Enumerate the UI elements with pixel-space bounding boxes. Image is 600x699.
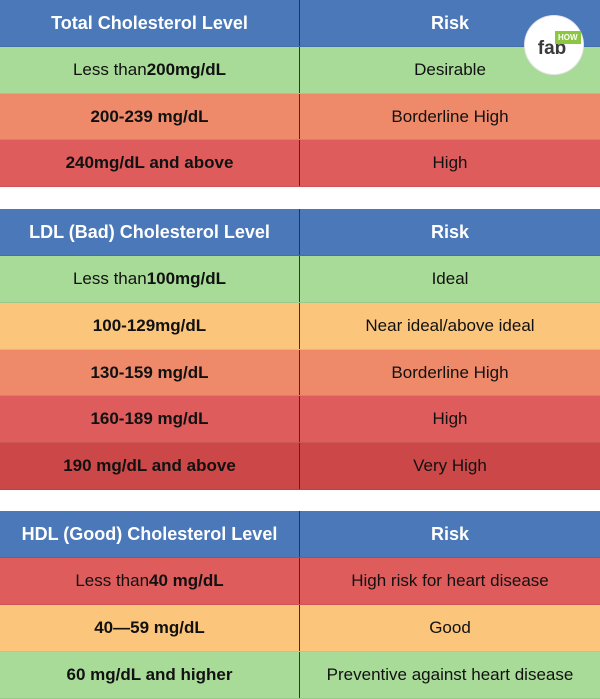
level-prefix: Less than [72, 269, 147, 288]
risk-cell: Desirable [414, 60, 486, 79]
table-row: 100-129mg/dL Near ideal/above ideal [0, 303, 600, 350]
level-cell: Less than 40 mg/dL [0, 558, 300, 604]
level-cell: 190 mg/dL and above [0, 443, 300, 489]
level-value: 40 mg/dL [149, 571, 224, 590]
table-row: Less than 40 mg/dL High risk for heart d… [0, 558, 600, 605]
level-value: 100mg/dL [146, 269, 227, 288]
total-cholesterol-table: Total Cholesterol Level Risk Less than 2… [0, 0, 600, 187]
level-value: 40—59 mg/dL [94, 618, 205, 637]
level-cell: Less than 200mg/dL [0, 47, 300, 93]
risk-cell: Preventive against heart disease [326, 665, 574, 684]
total-header-row: Total Cholesterol Level Risk [0, 0, 600, 47]
level-cell: 130-159 mg/dL [0, 350, 300, 395]
table-row: 160-189 mg/dL High [0, 396, 600, 443]
level-prefix: Less than [72, 60, 147, 79]
level-prefix: Less than [75, 571, 150, 590]
table-row: 60 mg/dL and higher Preventive against h… [0, 652, 600, 699]
hdl-header-risk: Risk [430, 523, 470, 544]
ldl-cholesterol-table: LDL (Bad) Cholesterol Level Risk Less th… [0, 209, 600, 490]
level-value: 200mg/dL [146, 60, 227, 79]
risk-cell: Borderline High [391, 362, 509, 382]
total-header-risk: Risk [430, 12, 470, 33]
risk-cell: High [432, 153, 468, 172]
level-value: 160-189 mg/dL [90, 409, 209, 428]
fabhow-logo: fab HOW [525, 16, 583, 74]
risk-cell: Borderline High [391, 106, 509, 126]
ldl-header-row: LDL (Bad) Cholesterol Level Risk [0, 209, 600, 256]
table-row: 190 mg/dL and above Very High [0, 443, 600, 490]
level-value: 190 mg/dL and above [63, 456, 236, 475]
table-row: 130-159 mg/dL Borderline High [0, 350, 600, 396]
table-row: 240mg/dL and above High [0, 140, 600, 187]
level-value: 100-129mg/dL [92, 316, 207, 335]
level-cell: Less than 100mg/dL [0, 256, 300, 302]
table-row: 200-239 mg/dL Borderline High [0, 94, 600, 140]
risk-cell: Ideal [431, 269, 469, 288]
table-row: Less than 100mg/dL Ideal [0, 256, 600, 303]
hdl-header-row: HDL (Good) Cholesterol Level Risk [0, 511, 600, 558]
level-value: 130-159 mg/dL [90, 362, 209, 382]
level-cell: 160-189 mg/dL [0, 396, 300, 442]
risk-cell: Near ideal/above ideal [365, 316, 535, 335]
total-header-level: Total Cholesterol Level [0, 0, 300, 46]
risk-cell: Very High [413, 456, 487, 475]
ldl-header-risk: Risk [430, 221, 470, 242]
hdl-header-level: HDL (Good) Cholesterol Level [0, 511, 300, 557]
level-cell: 40—59 mg/dL [0, 605, 300, 651]
level-cell: 100-129mg/dL [0, 303, 300, 349]
logo-badge: HOW [555, 31, 581, 44]
risk-cell: High [432, 409, 468, 428]
hdl-cholesterol-table: HDL (Good) Cholesterol Level Risk Less t… [0, 511, 600, 699]
table-row: Less than 200mg/dL Desirable [0, 47, 600, 94]
level-value: 60 mg/dL and higher [66, 665, 233, 684]
level-value: 240mg/dL and above [65, 153, 234, 172]
level-cell: 60 mg/dL and higher [0, 652, 300, 698]
table-row: 40—59 mg/dL Good [0, 605, 600, 652]
level-value: 200-239 mg/dL [90, 106, 209, 126]
level-cell: 200-239 mg/dL [0, 94, 300, 139]
ldl-header-level: LDL (Bad) Cholesterol Level [0, 209, 300, 255]
level-cell: 240mg/dL and above [0, 140, 300, 186]
risk-cell: Good [429, 618, 471, 637]
risk-cell: High risk for heart disease [351, 571, 549, 590]
